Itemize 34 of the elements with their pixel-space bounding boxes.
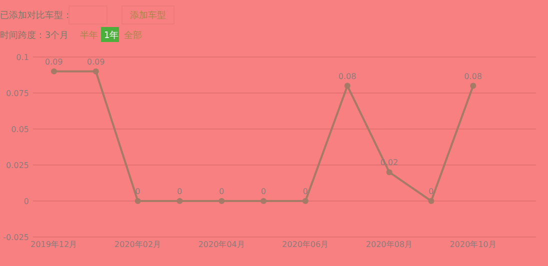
data-label: 0 (135, 187, 140, 196)
x-tick-label: 2020年06月 (282, 240, 329, 249)
x-tick-label: 2020年10月 (450, 240, 496, 249)
y-tick-label: 0.05 (11, 125, 29, 134)
y-tick-label: -0.025 (3, 233, 29, 242)
header: 已添加对比车型： 添加车型 时间跨度：3个月 半年 1年 全部 (0, 6, 174, 42)
point (386, 169, 392, 176)
data-label: 0.08 (464, 72, 482, 81)
point (176, 198, 183, 204)
x-tick-label: 2020年02月 (114, 240, 162, 249)
data-label: 0.08 (338, 72, 356, 81)
data-label: 0.09 (86, 57, 105, 66)
data-label: 0 (428, 187, 434, 196)
point (134, 198, 141, 204)
x-tick-label: 2020年08月 (366, 240, 413, 249)
point (302, 198, 308, 204)
data-label: 0 (260, 187, 266, 196)
data-label: 0 (219, 187, 224, 196)
x-tick-label: 2020年04月 (198, 240, 245, 249)
point (92, 68, 99, 74)
point (428, 198, 434, 204)
y-tick-label: 0.025 (6, 161, 29, 170)
point (470, 82, 476, 89)
y-tick-label: 0.1 (16, 53, 29, 62)
point (50, 68, 57, 74)
data-label: 0.09 (45, 57, 63, 66)
y-tick-label: 0.075 (6, 89, 29, 98)
point (218, 198, 225, 204)
data-label: 0 (177, 187, 182, 196)
x-tick-label: 2019年12月 (30, 240, 78, 249)
point (344, 82, 350, 89)
y-tick-label: 0 (24, 197, 29, 206)
point (260, 198, 267, 204)
data-label: 0 (302, 187, 308, 196)
